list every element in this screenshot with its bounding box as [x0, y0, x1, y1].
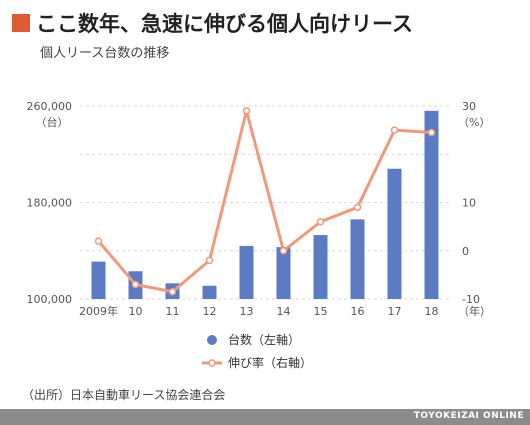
x-axis-tick-label: 10 [129, 305, 143, 318]
x-axis-tick-label: 17 [388, 305, 402, 318]
x-axis-unit-label: （年） [458, 304, 491, 318]
source-note: （出所）日本自動車リース協会連合会 [22, 388, 226, 402]
left-axis-tick-label: 180,000 [27, 197, 73, 210]
bar [387, 168, 402, 299]
line-point [168, 288, 177, 296]
x-axis-tick-label: 11 [166, 305, 180, 318]
x-axis-tick-label: 2009年 [79, 304, 118, 318]
x-axis-tick-label: 18 [425, 305, 439, 318]
left-axis-tick-label: 260,000 [27, 100, 73, 113]
right-axis-tick-label: 30 [462, 100, 476, 113]
axis-labels: 100,000 180,000 260,000 （台） -10 0 10 30 （%） 2009年… [27, 100, 492, 318]
line-point [94, 237, 103, 245]
chart-title: ここ数年、急速に伸びる個人向けリース [36, 12, 413, 36]
brand-label: TOYOKEIZAI ONLINE [413, 411, 524, 421]
right-axis-tick-label: 10 [462, 197, 476, 210]
left-axis-tick-label: 100,000 [27, 293, 73, 306]
x-axis-tick-label: 14 [277, 305, 291, 318]
chart-subtitle: 個人リース台数の推移 [40, 46, 170, 61]
bar [239, 245, 254, 299]
bar [350, 219, 365, 299]
line-point [316, 218, 325, 226]
x-axis-tick-label: 15 [314, 305, 328, 318]
bar [276, 247, 291, 299]
bar [91, 261, 106, 299]
line-point [390, 126, 399, 134]
line-point [131, 280, 140, 289]
right-axis-tick-label: -10 [462, 293, 480, 306]
line-point [427, 128, 436, 137]
chart-header: ここ数年、急速に伸びる個人向けリース [12, 8, 413, 38]
legend-bar-marker [207, 335, 217, 345]
x-axis-tick-label: 16 [351, 305, 365, 318]
line-path [97, 109, 432, 294]
title-marker-square [12, 14, 30, 32]
bar [202, 285, 217, 299]
bar-series [91, 110, 439, 299]
line-point [242, 107, 251, 115]
line-point [205, 256, 214, 265]
line-point [279, 247, 288, 255]
line-point [353, 203, 362, 212]
legend: 台数（左軸） 伸び率（右軸） [202, 332, 312, 370]
legend-line-label: 伸び率（右軸） [228, 355, 312, 370]
bar [313, 235, 328, 299]
footer-bar: TOYOKEIZAI ONLINE [0, 409, 530, 425]
legend-line-point [208, 359, 216, 367]
left-axis-unit-label: （台） [36, 115, 69, 129]
right-axis-tick-label: 0 [462, 245, 469, 258]
bar [424, 110, 439, 299]
line-series [94, 107, 436, 296]
right-axis-unit-label: （%） [458, 116, 490, 129]
legend-bar-label: 台数（左軸） [228, 332, 300, 347]
x-axis-tick-label: 12 [203, 305, 217, 318]
x-axis-tick-label: 13 [240, 305, 254, 318]
